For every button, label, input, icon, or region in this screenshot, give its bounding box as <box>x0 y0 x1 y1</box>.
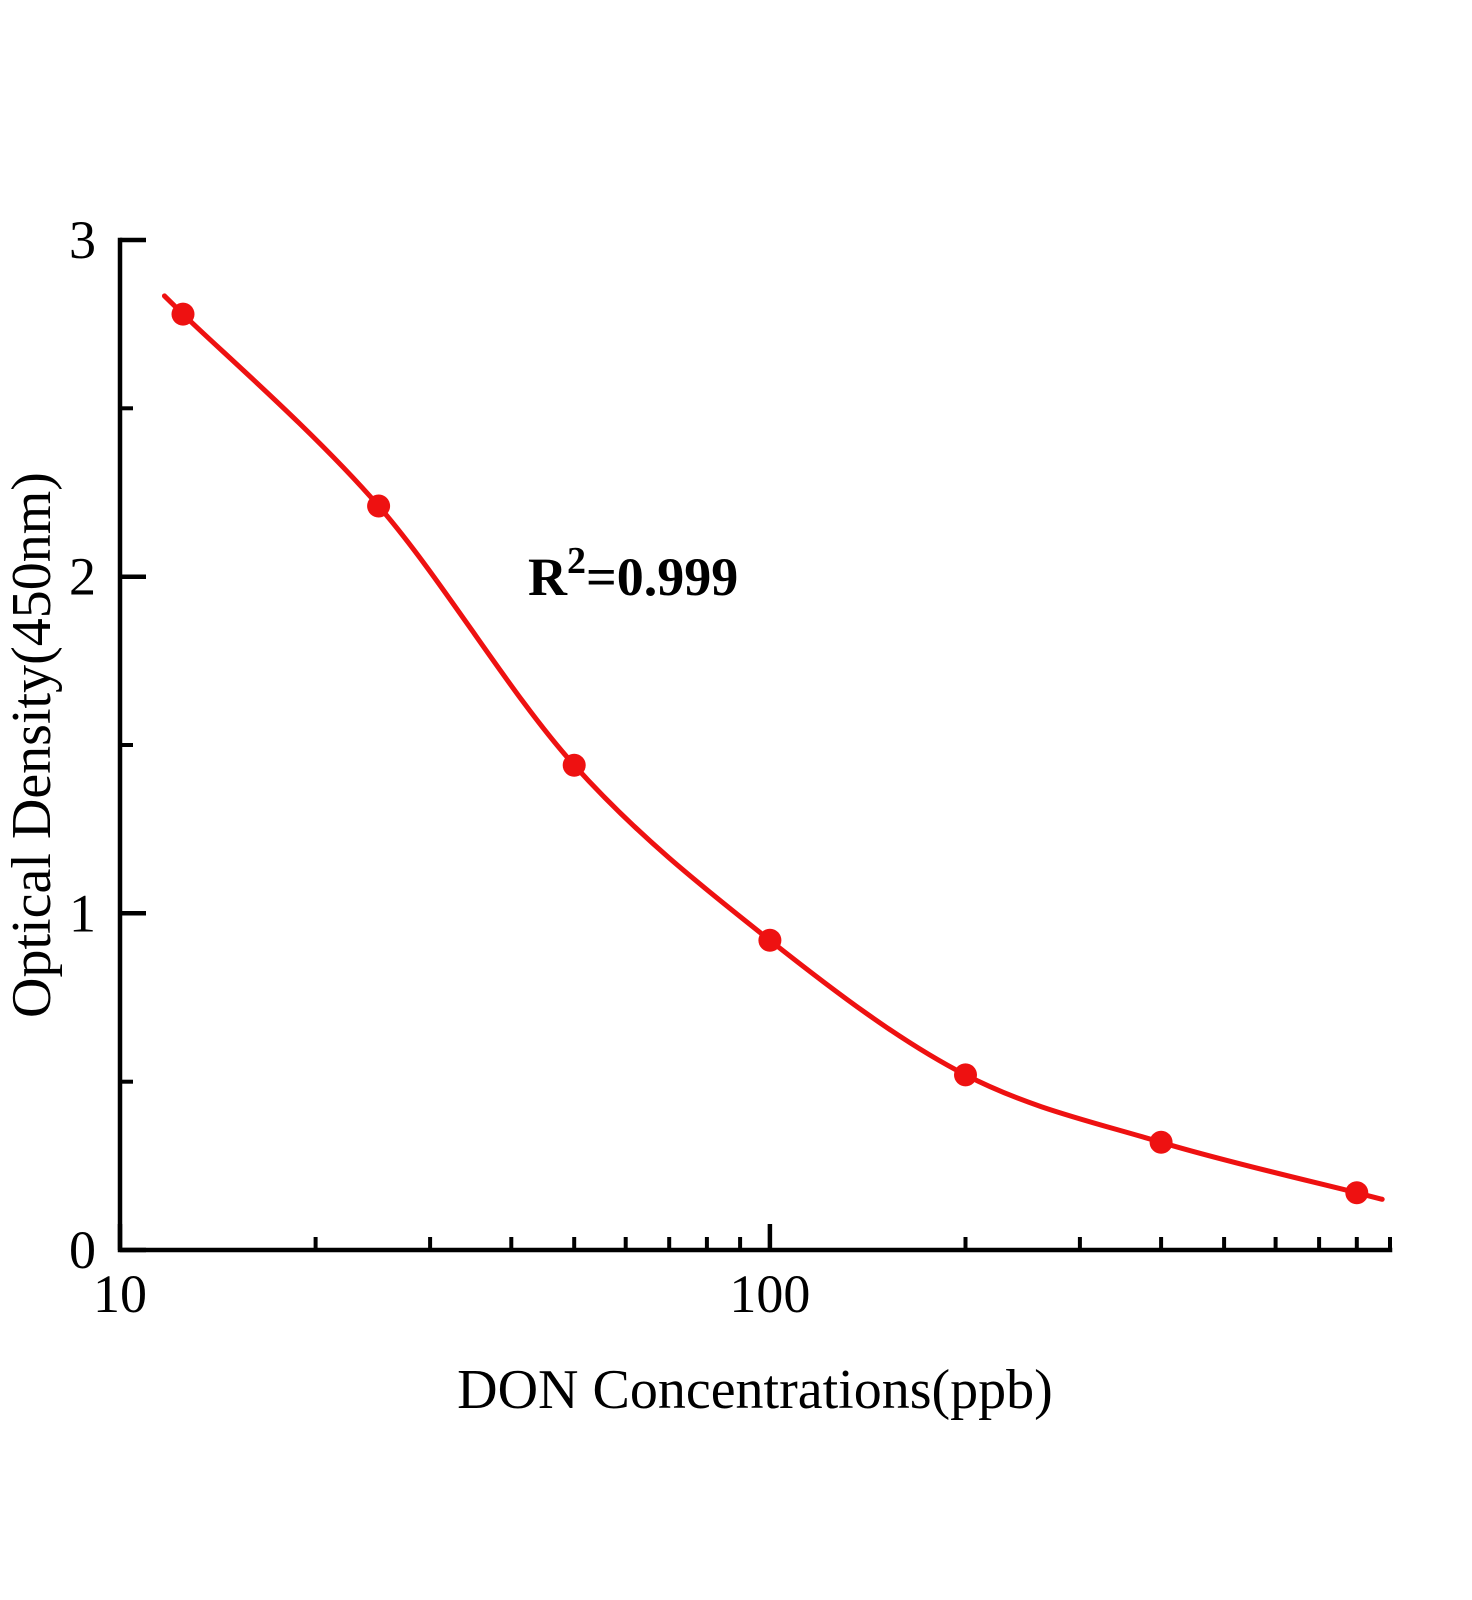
fit-curve <box>161 293 1385 1202</box>
y-axis-title: Optical Density(450nm) <box>1 472 63 1018</box>
annotation-base: R <box>528 547 568 607</box>
y-tick-label: 1 <box>69 883 96 943</box>
y-tick-label: 2 <box>69 547 96 607</box>
y-tick-label: 3 <box>69 210 96 270</box>
data-point <box>1149 1130 1173 1154</box>
plot-area: 10 100 0 1 2 3 <box>69 210 1393 1324</box>
data-point <box>954 1063 977 1087</box>
r-squared-annotation: R2=0.999 <box>528 540 738 607</box>
annotation-rest: =0.999 <box>586 547 738 607</box>
axis-lines <box>117 237 1393 1253</box>
data-point <box>367 494 391 518</box>
data-point <box>1345 1181 1369 1205</box>
x-axis-title: DON Concentrations(ppb) <box>457 1359 1053 1421</box>
x-tick-label: 10 <box>93 1264 147 1324</box>
annotation-superscript: 2 <box>567 540 586 582</box>
y-tick-label: 0 <box>69 1220 96 1280</box>
data-point <box>562 753 586 777</box>
data-point <box>758 928 782 952</box>
data-point <box>171 302 195 326</box>
x-tick-label: 100 <box>729 1264 810 1324</box>
